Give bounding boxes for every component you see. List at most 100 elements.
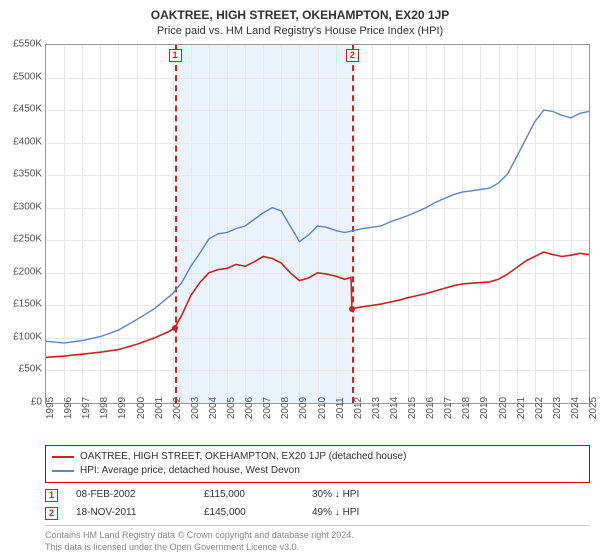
gridline-v (281, 45, 282, 403)
ytick-label: £550K (13, 39, 42, 50)
xtick-label: 1997 (81, 397, 92, 419)
xtick-label: 2013 (371, 397, 382, 419)
event-marker-2: 2 (346, 49, 359, 62)
gridline-v (227, 45, 228, 403)
event-line (175, 45, 177, 403)
chart-container: OAKTREE, HIGH STREET, OKEHAMPTON, EX20 1… (0, 0, 600, 560)
gridline-v (245, 45, 246, 403)
gridline-v (390, 45, 391, 403)
ytick-label: £50K (19, 364, 42, 375)
ytick-label: £450K (13, 104, 42, 115)
xtick-label: 2008 (280, 397, 291, 419)
xtick-label: 2015 (407, 397, 418, 419)
gridline-v (444, 45, 445, 403)
xtick-label: 2000 (136, 397, 147, 419)
legend-label-hpi: HPI: Average price, detached house, West… (80, 464, 300, 478)
xtick-label: 1998 (99, 397, 110, 419)
events-table: 1 08-FEB-2002 £115,000 30% ↓ HPI 2 18-NO… (45, 486, 590, 522)
xtick-label: 2009 (298, 397, 309, 419)
xtick-label: 2006 (244, 397, 255, 419)
ytick-label: £0 (31, 397, 42, 408)
gridline-v (499, 45, 500, 403)
gridline-v (480, 45, 481, 403)
ytick-label: £350K (13, 169, 42, 180)
gridline-v (118, 45, 119, 403)
xtick-label: 2003 (190, 397, 201, 419)
legend: OAKTREE, HIGH STREET, OKEHAMPTON, EX20 1… (45, 445, 590, 483)
gridline-v (100, 45, 101, 403)
xtick-label: 2012 (353, 397, 364, 419)
event-marker-1: 1 (169, 49, 182, 62)
gridline-v (299, 45, 300, 403)
gridline-v (462, 45, 463, 403)
ytick-label: £100K (13, 331, 42, 342)
xtick-label: 2010 (317, 397, 328, 419)
legend-swatch-property (52, 456, 74, 458)
gridline-v (517, 45, 518, 403)
legend-item-property: OAKTREE, HIGH STREET, OKEHAMPTON, EX20 1… (52, 450, 583, 464)
plot-area: 12 (45, 44, 590, 404)
ytick-label: £500K (13, 71, 42, 82)
xtick-label: 2004 (208, 397, 219, 419)
xtick-label: 2022 (534, 397, 545, 419)
xtick-label: 2019 (479, 397, 490, 419)
xtick-label: 2023 (552, 397, 563, 419)
event-marker-2: 2 (45, 507, 58, 520)
gridline-v (571, 45, 572, 403)
gridline-v (137, 45, 138, 403)
xtick-label: 2024 (570, 397, 581, 419)
xtick-label: 1996 (63, 397, 74, 419)
event-delta-1: 30% ↓ HPI (312, 486, 402, 504)
footer: Contains HM Land Registry data © Crown c… (45, 525, 590, 553)
event-price-2: £145,000 (204, 504, 294, 522)
gridline-v (155, 45, 156, 403)
ytick-label: £300K (13, 201, 42, 212)
xtick-label: 2014 (389, 397, 400, 419)
xtick-label: 2001 (154, 397, 165, 419)
xtick-label: 2020 (498, 397, 509, 419)
gridline-v (191, 45, 192, 403)
xtick-label: 1999 (117, 397, 128, 419)
xtick-label: 1995 (45, 397, 56, 419)
ytick-label: £150K (13, 299, 42, 310)
legend-item-hpi: HPI: Average price, detached house, West… (52, 464, 583, 478)
xtick-label: 2021 (516, 397, 527, 419)
xtick-label: 2025 (588, 397, 599, 419)
footer-line1: Contains HM Land Registry data © Crown c… (45, 529, 590, 541)
gridline-v (426, 45, 427, 403)
xtick-label: 2017 (443, 397, 454, 419)
legend-swatch-hpi (52, 470, 74, 472)
xtick-label: 2018 (461, 397, 472, 419)
event-marker-1: 1 (45, 489, 58, 502)
gridline-v (82, 45, 83, 403)
event-line (352, 45, 354, 403)
ytick-label: £250K (13, 234, 42, 245)
gridline-v (263, 45, 264, 403)
ytick-label: £200K (13, 266, 42, 277)
event-date-2: 18-NOV-2011 (76, 504, 186, 522)
gridline-v (64, 45, 65, 403)
event-date-1: 08-FEB-2002 (76, 486, 186, 504)
event-price-1: £115,000 (204, 486, 294, 504)
xtick-label: 2007 (262, 397, 273, 419)
legend-label-property: OAKTREE, HIGH STREET, OKEHAMPTON, EX20 1… (80, 450, 406, 464)
chart-subtitle: Price paid vs. HM Land Registry's House … (0, 22, 600, 42)
gridline-v (553, 45, 554, 403)
ytick-label: £400K (13, 136, 42, 147)
footer-line2: This data is licensed under the Open Gov… (45, 541, 590, 553)
gridline-v (408, 45, 409, 403)
gridline-v (318, 45, 319, 403)
gridline-v (535, 45, 536, 403)
xtick-label: 2016 (425, 397, 436, 419)
event-row-1: 1 08-FEB-2002 £115,000 30% ↓ HPI (45, 486, 590, 504)
xtick-label: 2002 (172, 397, 183, 419)
xtick-label: 2005 (226, 397, 237, 419)
gridline-v (209, 45, 210, 403)
xtick-label: 2011 (335, 397, 346, 419)
event-row-2: 2 18-NOV-2011 £145,000 49% ↓ HPI (45, 504, 590, 522)
series-dot-prop (349, 306, 355, 312)
series-dot-prop (172, 325, 178, 331)
gridline-v (336, 45, 337, 403)
chart-title: OAKTREE, HIGH STREET, OKEHAMPTON, EX20 1… (0, 0, 600, 22)
event-delta-2: 49% ↓ HPI (312, 504, 402, 522)
